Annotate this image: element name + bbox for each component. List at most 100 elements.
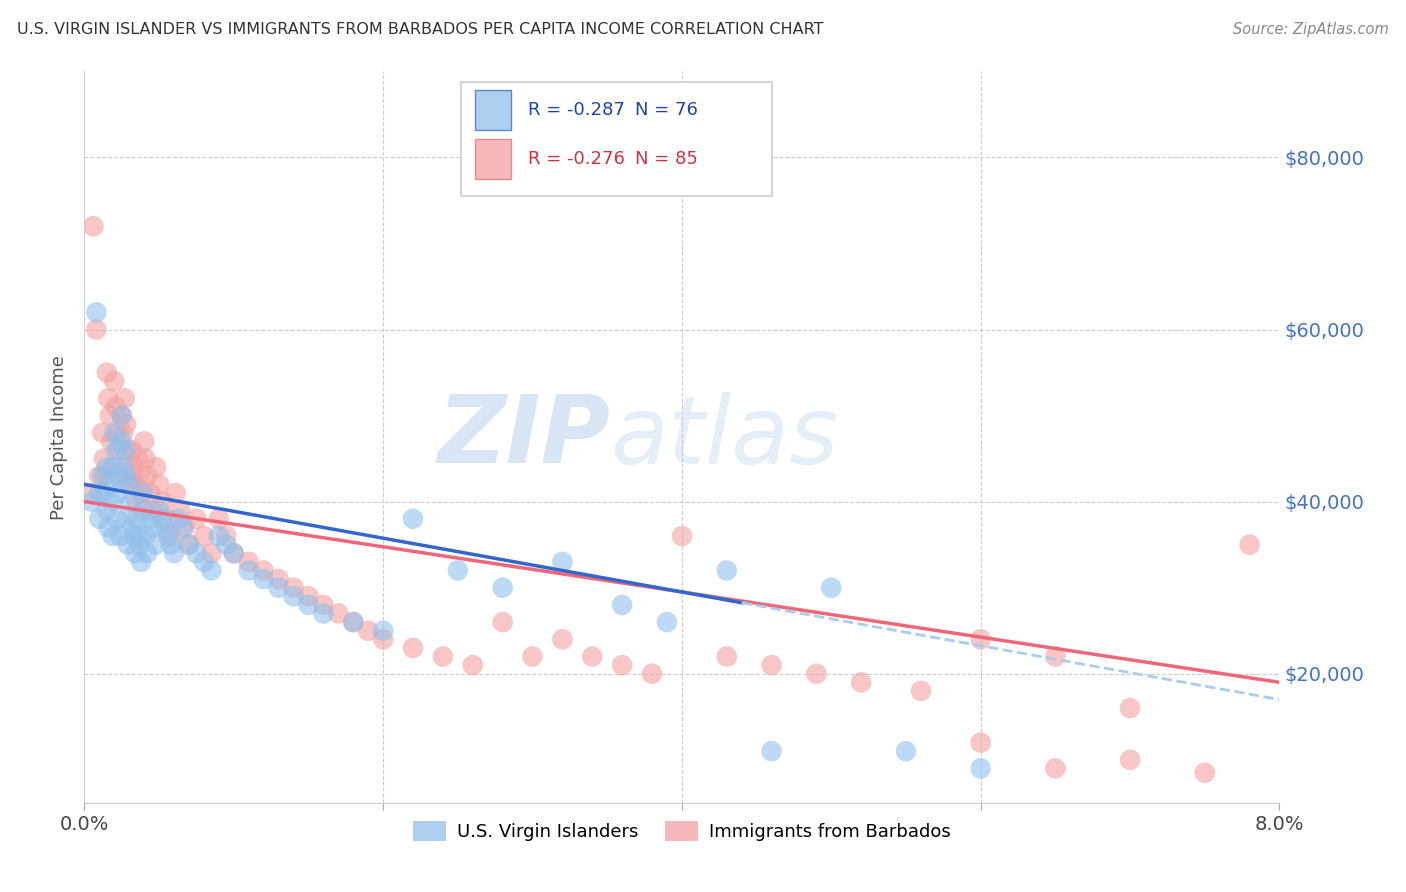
Point (103, 425, 125, 440)
Point (373, 632, 395, 647)
Point (136, 468, 159, 483)
Point (129, 555, 152, 569)
Point (222, 546, 245, 560)
Point (110, 529, 132, 543)
Point (145, 460, 167, 475)
Point (107, 486, 129, 500)
Point (114, 392, 136, 406)
Point (894, 744, 917, 758)
Point (186, 512, 208, 526)
Point (127, 529, 149, 543)
Point (851, 675, 873, 690)
Point (104, 400, 127, 414)
Point (1119, 753, 1142, 767)
Point (193, 529, 215, 543)
Point (193, 555, 215, 569)
Point (142, 503, 165, 517)
Point (215, 538, 238, 552)
Point (120, 477, 142, 491)
Point (522, 649, 544, 664)
Point (163, 546, 186, 560)
Point (114, 442, 136, 457)
Point (492, 615, 515, 629)
Point (447, 564, 470, 578)
Point (970, 632, 993, 647)
Point (177, 538, 200, 552)
Point (328, 607, 350, 621)
Point (111, 409, 134, 423)
Point (238, 555, 260, 569)
Point (551, 555, 574, 569)
Point (283, 581, 305, 595)
Point (716, 564, 738, 578)
Point (91, 425, 114, 440)
Point (91, 468, 114, 483)
Point (86, 305, 108, 319)
Point (820, 581, 842, 595)
Point (342, 615, 364, 629)
Point (167, 512, 190, 526)
Point (111, 409, 134, 423)
Point (142, 520, 165, 534)
Point (118, 477, 141, 491)
Point (110, 468, 132, 483)
Point (124, 546, 146, 560)
Point (761, 744, 783, 758)
Point (132, 434, 156, 449)
Point (215, 529, 238, 543)
Point (1045, 649, 1067, 664)
Point (129, 486, 152, 500)
Point (131, 503, 153, 517)
Point (120, 494, 142, 508)
Point (111, 434, 134, 449)
Point (612, 658, 634, 673)
Point (172, 520, 194, 534)
Point (89, 468, 111, 483)
Point (131, 486, 153, 500)
Point (100, 434, 122, 449)
Text: N = 85: N = 85 (636, 150, 699, 168)
Point (93, 486, 115, 500)
Point (165, 486, 187, 500)
Point (641, 666, 664, 681)
Point (267, 572, 290, 586)
Point (150, 512, 173, 526)
Point (581, 649, 603, 664)
Point (312, 607, 335, 621)
Point (253, 564, 276, 578)
Point (105, 468, 128, 483)
Point (105, 425, 128, 440)
Text: atlas: atlas (610, 392, 838, 483)
Point (155, 512, 177, 526)
Point (104, 442, 127, 457)
Text: R = -0.287: R = -0.287 (527, 101, 624, 120)
Point (612, 598, 634, 612)
Point (80, 486, 103, 500)
Point (101, 529, 124, 543)
Point (153, 520, 176, 534)
Text: N = 76: N = 76 (636, 101, 699, 120)
Point (160, 538, 183, 552)
Point (96, 503, 118, 517)
Point (93, 451, 115, 466)
Text: U.S. VIRGIN ISLANDER VS IMMIGRANTS FROM BARBADOS PER CAPITA INCOME CORRELATION C: U.S. VIRGIN ISLANDER VS IMMIGRANTS FROM … (17, 22, 824, 37)
Point (297, 589, 319, 603)
Point (139, 512, 162, 526)
Point (122, 529, 145, 543)
Point (222, 546, 245, 560)
Text: R = -0.276: R = -0.276 (527, 150, 624, 168)
Point (357, 624, 380, 638)
Point (135, 451, 157, 466)
Point (312, 598, 335, 612)
Point (103, 460, 125, 475)
Point (105, 512, 128, 526)
Point (112, 425, 135, 440)
Point (103, 374, 125, 388)
Point (267, 581, 290, 595)
Point (135, 529, 157, 543)
Point (208, 529, 231, 543)
Point (1045, 761, 1067, 775)
Point (1194, 765, 1216, 780)
Point (551, 632, 574, 647)
Point (970, 735, 993, 749)
